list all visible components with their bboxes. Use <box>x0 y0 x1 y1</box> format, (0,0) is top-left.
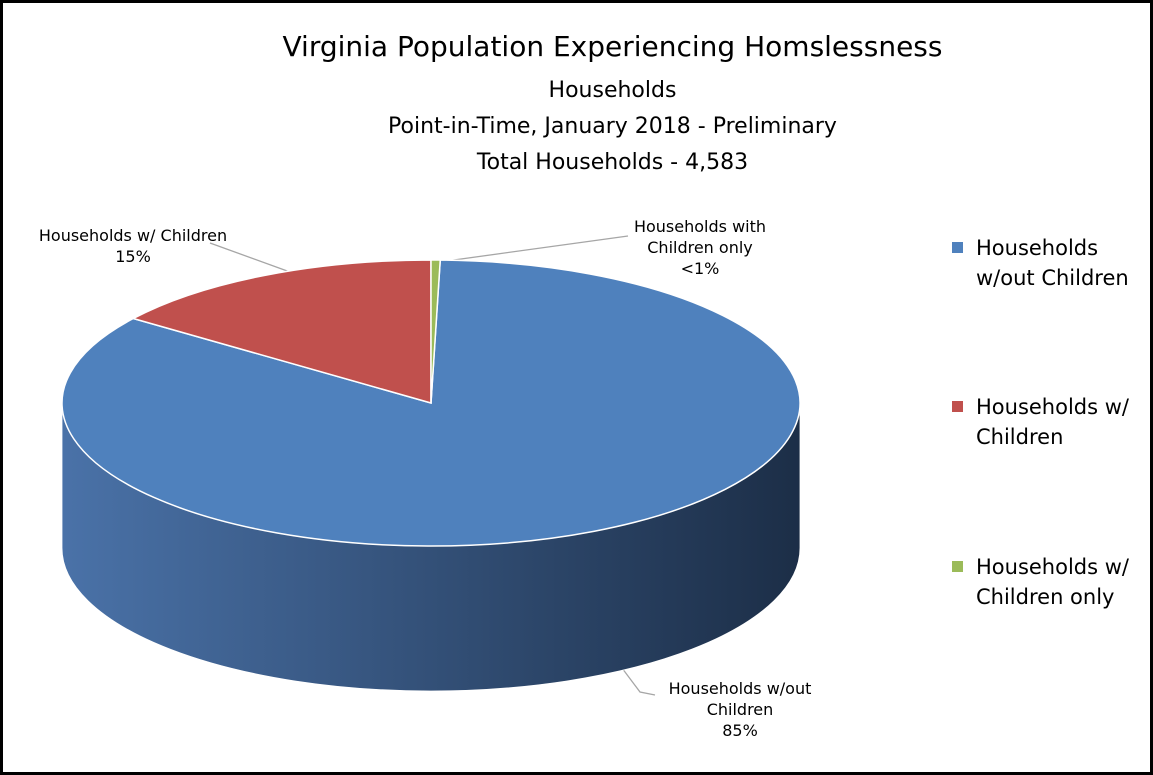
data-label-name: Households with Children only <box>633 217 767 257</box>
pie-tops <box>61 259 801 547</box>
legend-swatch <box>952 242 963 253</box>
data-label: Households with Children only <1% <box>600 216 800 279</box>
leader-line <box>431 235 629 264</box>
data-label: Households w/ Children 15% <box>33 225 233 267</box>
data-label: Households w/out Children 85% <box>640 678 840 741</box>
legend-swatch <box>952 401 963 412</box>
data-label-name: Households w/out Children <box>668 679 812 719</box>
chart-title: Virginia Population Experiencing Homsles… <box>282 30 943 63</box>
legend-label: Households w/ Children <box>976 395 1129 449</box>
leader-lines <box>209 235 656 696</box>
leader-line <box>621 667 656 696</box>
pie-slice <box>131 259 432 404</box>
data-label-name: Households w/ Children <box>38 226 228 245</box>
legend-swatch <box>952 561 963 572</box>
legend-label: Households w/out Children <box>976 236 1129 290</box>
chart-subtitle: Households <box>548 78 677 103</box>
legend-item: Households w/out Children <box>952 233 1142 293</box>
data-label-value: 85% <box>722 721 758 740</box>
legend-item: Households w/ Children only <box>952 552 1142 612</box>
legend-item: Households w/ Children <box>952 392 1142 452</box>
chart-subtitle: Point-in-Time, January 2018 - Preliminar… <box>388 114 837 139</box>
data-label-value: 15% <box>115 247 151 266</box>
pie-slice <box>430 259 442 404</box>
legend-label: Households w/ Children only <box>976 555 1129 609</box>
chart-subtitle: Total Households - 4,583 <box>476 150 749 175</box>
leader-line <box>209 242 291 273</box>
data-label-value: <1% <box>680 259 720 278</box>
